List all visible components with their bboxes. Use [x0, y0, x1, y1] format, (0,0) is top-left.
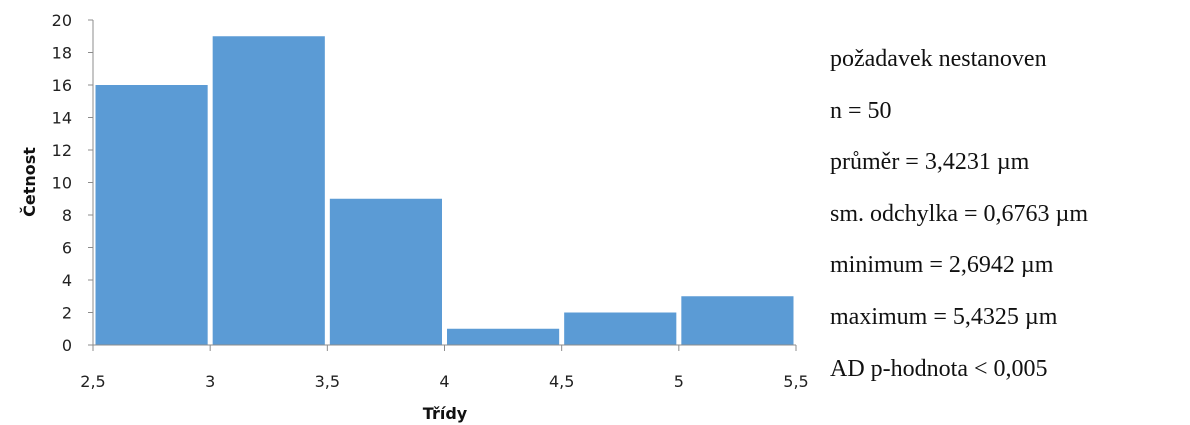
- x-tick-label: 2,5: [80, 372, 105, 391]
- y-tick-label: 20: [52, 11, 72, 30]
- stat-requirement: požadavek nestanoven: [830, 46, 1047, 72]
- histogram-bar-6: [681, 296, 794, 345]
- y-tick-label: 6: [62, 239, 72, 258]
- stat-ad-p-value: AD p-hodnota < 0,005: [830, 355, 1048, 382]
- ticks-group: 0 2 4 6 8 10 12 14 16 18 20 2,5 3 3,5 4 4,5 5 5,5: [52, 11, 809, 391]
- x-tick-label: 3: [205, 372, 215, 391]
- stat-std-dev: sm. odchylka = 0,6763 µm: [830, 200, 1089, 227]
- x-tick-label: 4,5: [549, 372, 574, 391]
- stat-mean: průměr = 3,4231 µm: [830, 149, 1030, 176]
- y-tick-label: 4: [62, 271, 72, 290]
- statistics-panel: požadavek nestanoven n = 50 průměr = 3,4…: [830, 40, 1088, 401]
- x-tick-label: 5,5: [783, 372, 808, 391]
- y-tick-label: 2: [62, 304, 72, 323]
- x-tick-label: 4: [439, 372, 449, 391]
- y-tick-label: 10: [52, 174, 72, 193]
- y-tick-label: 18: [52, 44, 72, 63]
- histogram-bar-1: [95, 85, 208, 345]
- y-tick-label: 8: [62, 206, 72, 225]
- bars-group: [95, 36, 794, 345]
- histogram-chart: 0 2 4 6 8 10 12 14 16 18 20 2,5 3 3,5 4 4,5 5 5,5 Četnost…: [20, 11, 809, 423]
- y-tick-label: 12: [52, 141, 72, 160]
- histogram-bar-2: [212, 36, 325, 345]
- histogram-bar-4: [447, 328, 560, 345]
- x-tick-label: 3,5: [315, 372, 340, 391]
- histogram-bar-3: [329, 198, 442, 345]
- y-tick-label: 14: [52, 109, 72, 128]
- x-tick-label: 5: [674, 372, 684, 391]
- y-tick-label: 0: [62, 336, 72, 355]
- histogram-bar-5: [564, 312, 677, 345]
- stat-maximum: maximum = 5,4325 µm: [830, 303, 1058, 330]
- stat-minimum: minimum = 2,6942 µm: [830, 252, 1054, 279]
- x-axis-title: Třídy: [423, 404, 468, 423]
- y-axis-title: Četnost: [20, 147, 39, 217]
- y-tick-label: 16: [52, 76, 72, 95]
- stat-sample-size: n = 50: [830, 97, 892, 124]
